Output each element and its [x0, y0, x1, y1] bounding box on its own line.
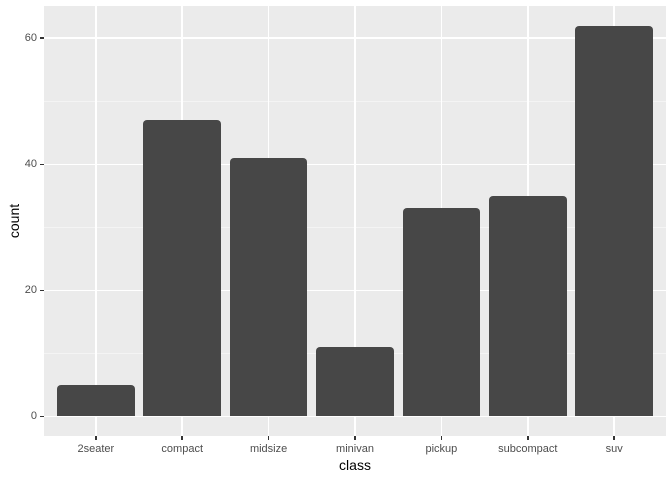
- x-tick-label: subcompact: [498, 443, 558, 455]
- y-tick-mark: [40, 37, 44, 39]
- gridline-major-x: [354, 6, 356, 436]
- x-tick-mark: [354, 436, 356, 440]
- x-tick-label: minivan: [336, 443, 374, 455]
- y-tick-label: 60: [24, 32, 37, 45]
- y-axis-title: count: [6, 203, 22, 239]
- x-tick-label: suv: [605, 443, 623, 455]
- x-tick-mark: [181, 436, 183, 440]
- x-tick-label: compact: [161, 443, 203, 455]
- x-tick-label: midsize: [249, 443, 288, 455]
- bar-minivan: [316, 347, 394, 417]
- x-tick-mark: [95, 436, 97, 440]
- y-tick-label: 40: [24, 158, 37, 171]
- bar-suv: [575, 25, 654, 417]
- x-tick-mark: [267, 436, 270, 440]
- x-tick-label: pickup: [425, 443, 458, 455]
- y-tick-label: 20: [24, 284, 37, 297]
- bar-subcompact: [488, 195, 567, 417]
- y-tick-label: 0: [30, 410, 37, 423]
- bar-2seater: [56, 384, 135, 417]
- y-tick-mark: [40, 289, 44, 292]
- bar-midsize: [229, 157, 308, 417]
- x-tick-label: 2seater: [77, 443, 115, 455]
- x-tick-mark: [527, 436, 529, 440]
- y-tick-mark: [40, 415, 44, 418]
- x-tick-mark: [613, 436, 615, 440]
- plot-panel: [44, 6, 666, 436]
- bar-compact: [143, 120, 222, 417]
- bar-pickup: [402, 208, 481, 417]
- x-axis-title: class: [339, 457, 371, 473]
- x-tick-mark: [440, 436, 443, 440]
- gridline-major-x: [95, 6, 97, 436]
- y-tick-mark: [40, 163, 44, 165]
